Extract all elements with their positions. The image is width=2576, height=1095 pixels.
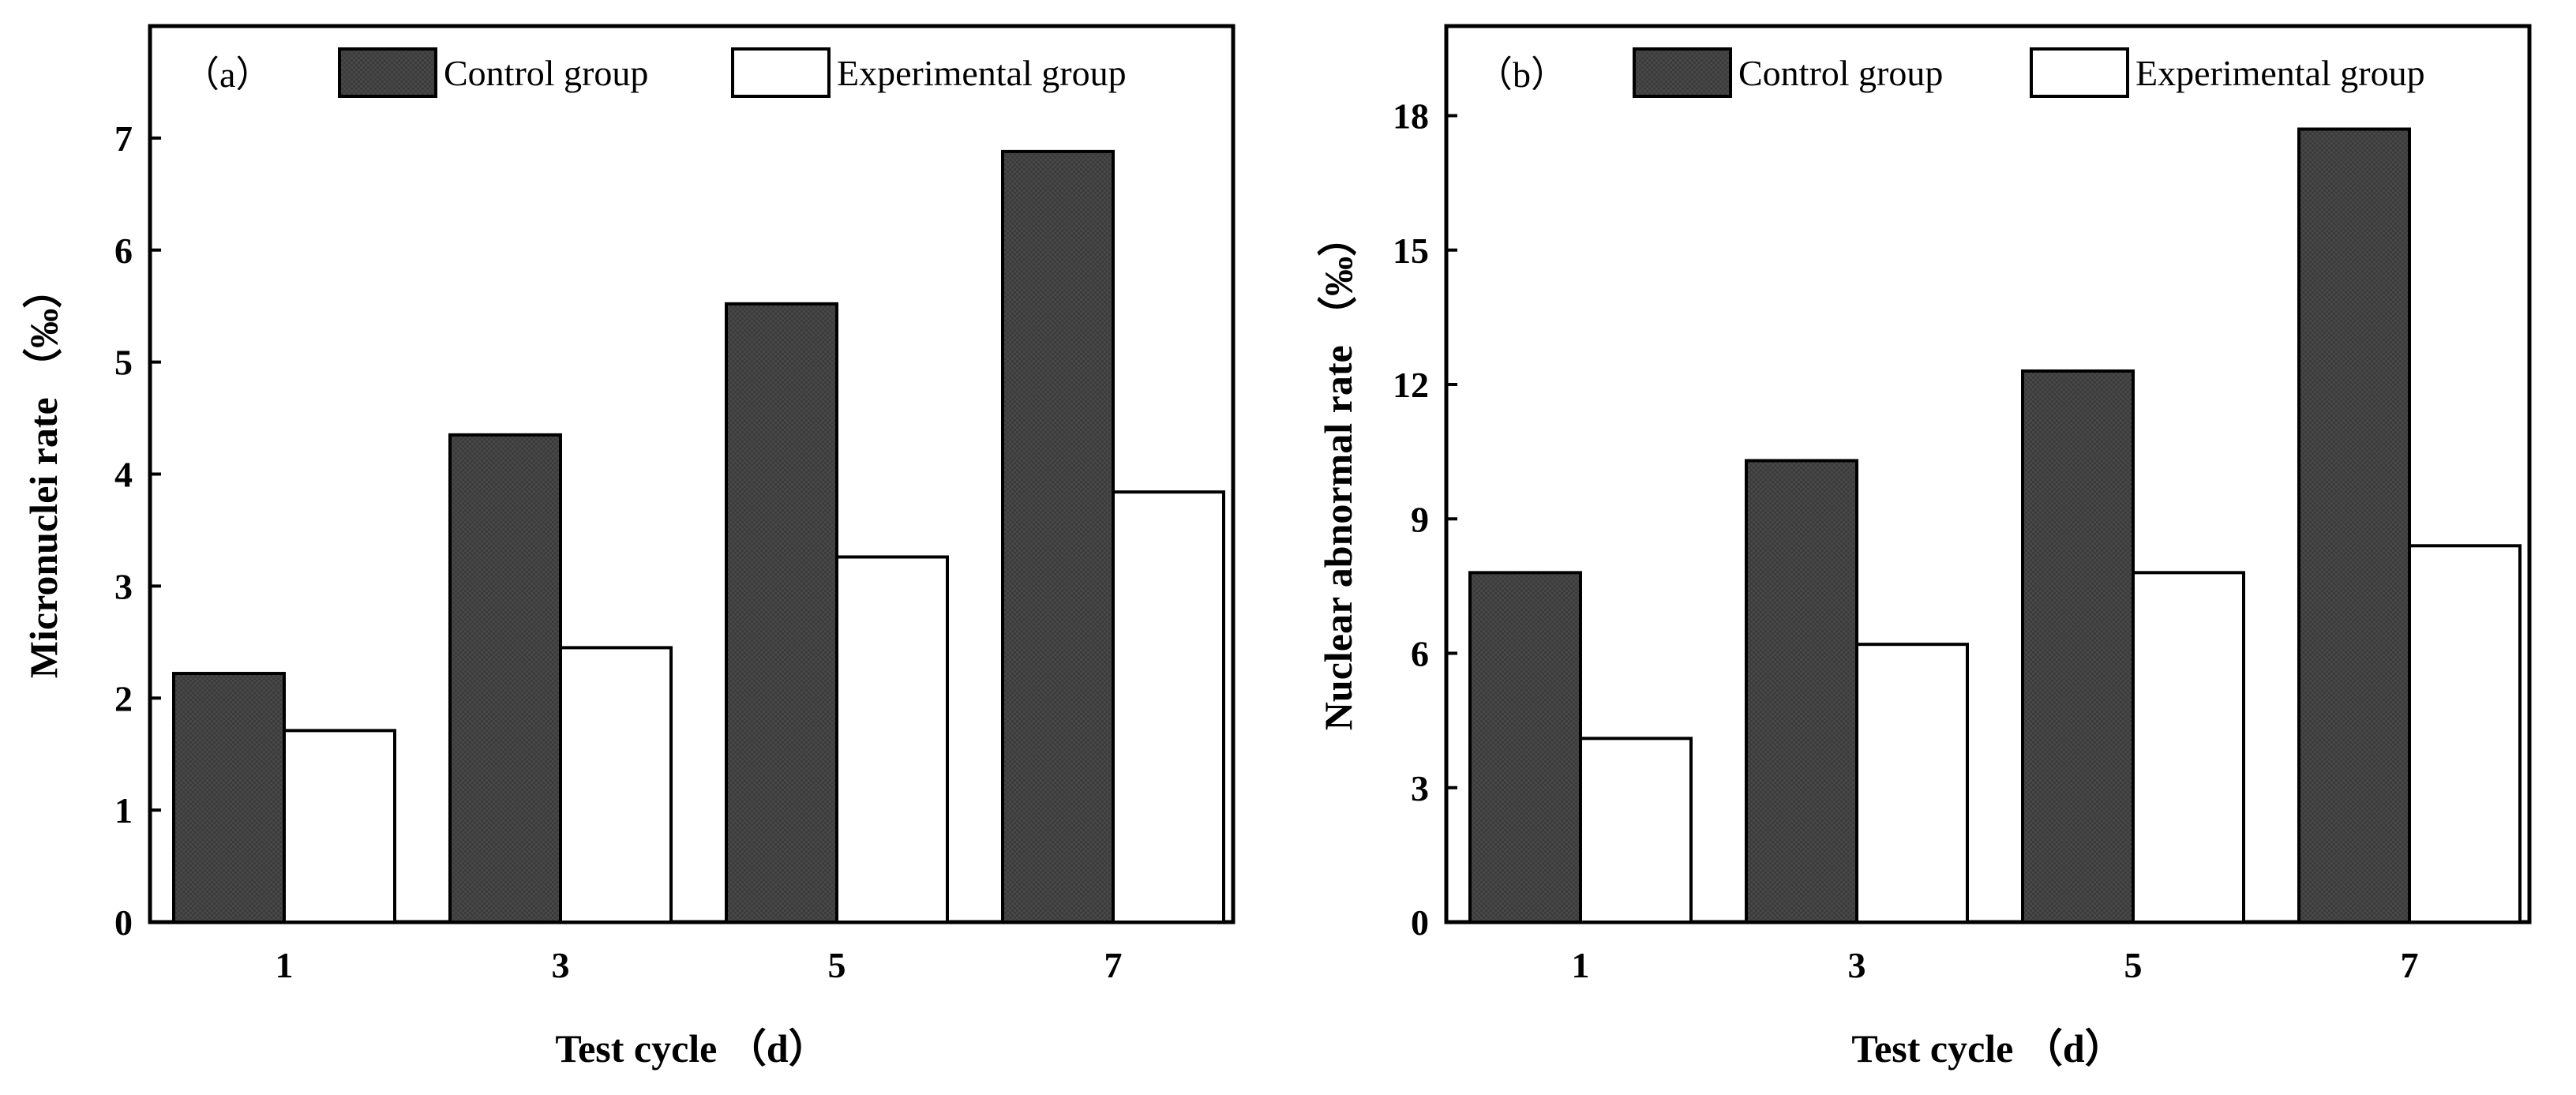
- bar-control-group-cycle-3: [1745, 459, 1858, 924]
- bar-control-group-cycle-7: [2297, 127, 2411, 924]
- legend-swatch-experimental-group: [2030, 47, 2129, 98]
- bar-control-group-cycle-1: [1468, 571, 1582, 924]
- x-tick-label: 3: [1848, 945, 1866, 985]
- x-tick-label: 7: [1104, 945, 1123, 985]
- y-tick-label: 0: [114, 902, 133, 943]
- y-tick-label: 0: [1411, 902, 1429, 943]
- panel-b-y-axis: 0 3 6 9 12 15 18: [1393, 96, 1457, 943]
- panel-a-x-axis: 1 3 5 7: [276, 911, 1123, 985]
- x-tick-label: 5: [2124, 945, 2143, 985]
- x-tick-label: 5: [828, 945, 846, 985]
- panel-a-bars: [172, 149, 1225, 924]
- bar-control-group-cycle-7: [1001, 149, 1115, 924]
- bar-experimental-group-cycle-5: [2132, 571, 2245, 924]
- legend-label-experimental-group: Experimental group: [837, 53, 1127, 93]
- panel-a-y-axis: 0 1 2 3 4 5 6 7: [114, 118, 161, 943]
- y-tick-label: 18: [1393, 96, 1429, 137]
- panel-b-nuclear-abnormal-chart: 0 3 6 9 12 15 18 1 3 5 7 （b） Control group Experi…: [1316, 24, 2532, 1071]
- panel-a-label: （a）: [183, 54, 272, 95]
- legend-label-control-group: Control group: [1738, 53, 1943, 93]
- y-tick-label: 4: [114, 455, 133, 495]
- y-tick-label: 6: [114, 231, 133, 271]
- bar-experimental-group-cycle-1: [283, 729, 396, 924]
- bar-control-group-cycle-5: [2021, 369, 2135, 924]
- panel-b-x-axis-title: Test cycle （d）: [1851, 1026, 2124, 1071]
- panel-b-y-axis-title: Nuclear abnormal rate （‰）: [1316, 217, 1360, 730]
- x-tick-label: 1: [276, 945, 294, 985]
- bar-experimental-group-cycle-5: [835, 555, 949, 924]
- y-tick-label: 2: [114, 678, 133, 718]
- x-tick-label: 3: [552, 945, 570, 985]
- y-tick-label: 3: [1411, 768, 1429, 808]
- panel-b-bars: [1468, 127, 2522, 924]
- y-tick-label: 1: [114, 790, 133, 831]
- panel-a-micronuclei-chart: 0 1 2 3 4 5 6 7 1 3 5 7 （a） Control group Experime…: [21, 24, 1236, 1071]
- y-tick-label: 15: [1393, 231, 1429, 271]
- y-tick-label: 5: [114, 343, 133, 383]
- legend-label-experimental-group: Experimental group: [2135, 53, 2425, 93]
- bar-experimental-group-cycle-1: [1579, 737, 1693, 924]
- legend-swatch-control-group: [338, 47, 437, 98]
- y-tick-label: 6: [1411, 634, 1429, 674]
- panel-a-x-axis-title: Test cycle （d）: [555, 1026, 827, 1071]
- legend-label-control-group: Control group: [444, 53, 648, 93]
- panel-a-legend: Control group Experimental group: [338, 47, 1127, 98]
- bar-experimental-group-cycle-3: [559, 646, 673, 924]
- panel-a-y-axis-title: Micronuclei rate （‰）: [21, 269, 66, 678]
- bar-experimental-group-cycle-7: [2408, 544, 2522, 924]
- bar-control-group-cycle-5: [725, 302, 838, 924]
- bar-experimental-group-cycle-3: [1855, 643, 1969, 924]
- x-tick-label: 1: [1572, 945, 1590, 985]
- panel-b-legend: Control group Experimental group: [1633, 47, 2425, 98]
- y-tick-label: 3: [114, 566, 133, 606]
- bar-experimental-group-cycle-7: [1112, 490, 1225, 924]
- panel-b-label: （b）: [1476, 54, 1567, 95]
- y-tick-label: 9: [1411, 499, 1429, 539]
- legend-swatch-experimental-group: [731, 47, 831, 98]
- bar-control-group-cycle-3: [448, 433, 562, 924]
- legend-swatch-control-group: [1633, 47, 1732, 98]
- y-tick-label: 12: [1393, 365, 1429, 405]
- bar-control-group-cycle-1: [172, 672, 286, 924]
- x-tick-label: 7: [2401, 945, 2419, 985]
- y-tick-label: 7: [114, 118, 133, 159]
- panel-b-x-axis: 1 3 5 7: [1572, 911, 2419, 985]
- panel-b-plot-frame: [1444, 24, 2532, 924]
